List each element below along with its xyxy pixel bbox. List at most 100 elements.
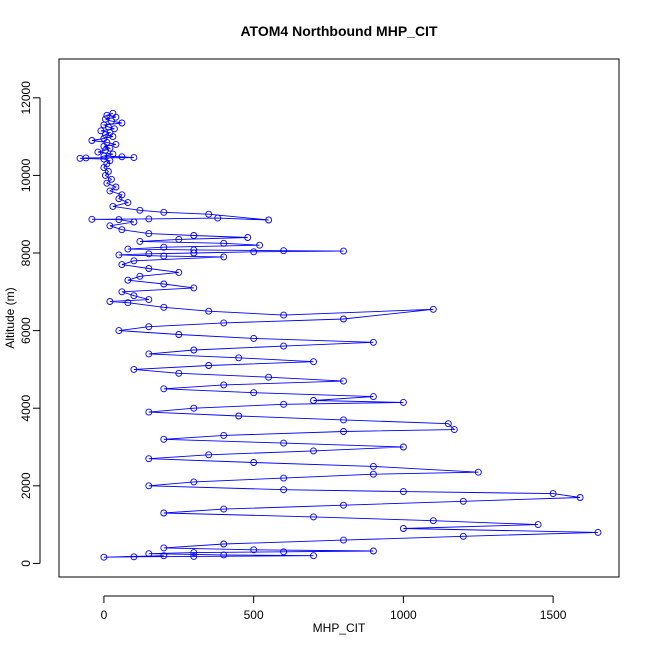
data-point	[175, 331, 183, 338]
data-point	[250, 248, 258, 256]
data-point	[160, 280, 168, 288]
data-point	[145, 296, 153, 304]
data-point	[205, 362, 213, 369]
data-point	[88, 137, 96, 144]
data-point	[124, 245, 132, 253]
data-point	[100, 142, 108, 150]
data-point	[160, 243, 168, 251]
y-tick-label: 6000	[19, 317, 33, 344]
data-point	[160, 252, 168, 260]
data-point	[145, 265, 153, 272]
data-point	[549, 490, 557, 498]
data-point	[130, 292, 138, 300]
data-point	[130, 218, 138, 226]
data-point	[244, 234, 252, 241]
data-point	[450, 426, 458, 434]
data-point	[310, 397, 317, 404]
data-point	[280, 400, 288, 408]
data-point	[118, 153, 126, 161]
data-point	[594, 528, 602, 536]
data-point	[250, 334, 258, 342]
data-point	[205, 210, 213, 218]
data-point	[369, 547, 377, 555]
data-point	[205, 307, 213, 315]
data-point	[220, 319, 228, 327]
data-point	[100, 553, 108, 561]
data-point	[107, 175, 115, 183]
series-line	[79, 112, 599, 558]
data-point	[340, 247, 347, 255]
data-point	[576, 494, 584, 501]
data-point	[112, 113, 120, 121]
data-point	[250, 546, 258, 554]
data-point	[124, 276, 132, 284]
data-point	[250, 459, 258, 466]
data-point	[340, 377, 347, 385]
data-point	[118, 119, 126, 127]
data-point	[280, 548, 288, 556]
x-tick-label: 0	[101, 608, 108, 622]
data-point	[100, 121, 108, 129]
data-point	[190, 549, 198, 557]
data-point	[340, 428, 347, 435]
data-point	[88, 215, 96, 223]
data-point	[214, 214, 222, 222]
data-point	[160, 544, 168, 552]
data-point	[220, 505, 228, 513]
data-point	[160, 552, 168, 560]
data-point	[160, 208, 168, 216]
x-tick-label: 500	[244, 608, 264, 622]
y-tick-label: 12000	[19, 81, 33, 115]
data-point	[103, 111, 111, 119]
data-point	[235, 354, 243, 362]
data-point	[106, 222, 114, 230]
data-point	[145, 408, 153, 416]
data-point	[340, 416, 347, 424]
data-point	[118, 288, 126, 296]
data-point	[399, 398, 407, 406]
x-axis: 0 500 1000 1500	[101, 595, 567, 622]
y-tick-label: 2000	[19, 472, 33, 499]
data-point	[256, 241, 264, 249]
data-point	[112, 140, 120, 148]
data-point	[160, 435, 168, 443]
data-point	[340, 501, 347, 509]
data-point	[109, 133, 117, 141]
data-point	[76, 154, 84, 162]
data-point	[399, 443, 407, 451]
data-point	[124, 299, 132, 307]
data-point	[190, 246, 198, 254]
data-point	[340, 315, 347, 323]
data-point	[310, 447, 317, 455]
data-point	[280, 311, 288, 319]
data-point	[115, 216, 123, 224]
data-point	[110, 125, 118, 133]
data-point	[190, 404, 198, 412]
data-point	[280, 486, 288, 494]
data-point	[115, 327, 123, 335]
data-point	[136, 272, 144, 280]
data-point	[534, 521, 542, 529]
data-point	[220, 239, 228, 247]
data-point	[107, 117, 115, 125]
chart-title: ATOM4 Northbound MHP_CIT	[240, 23, 437, 39]
data-point	[175, 369, 183, 377]
data-point	[369, 462, 377, 470]
data-point	[399, 488, 407, 496]
data-point	[145, 323, 153, 331]
series-points	[76, 109, 602, 561]
data-point	[136, 206, 144, 214]
series-lines	[79, 112, 599, 558]
x-tick-label: 1500	[540, 608, 567, 622]
data-point	[145, 550, 153, 558]
data-point	[280, 474, 288, 482]
data-point	[145, 230, 153, 238]
data-point	[160, 303, 168, 311]
y-tick-label: 10000	[19, 158, 33, 192]
data-point	[130, 365, 138, 373]
data-point	[145, 250, 153, 258]
y-tick-label: 8000	[19, 239, 33, 266]
data-point	[310, 552, 317, 560]
data-point	[220, 253, 228, 261]
data-point	[190, 478, 198, 486]
